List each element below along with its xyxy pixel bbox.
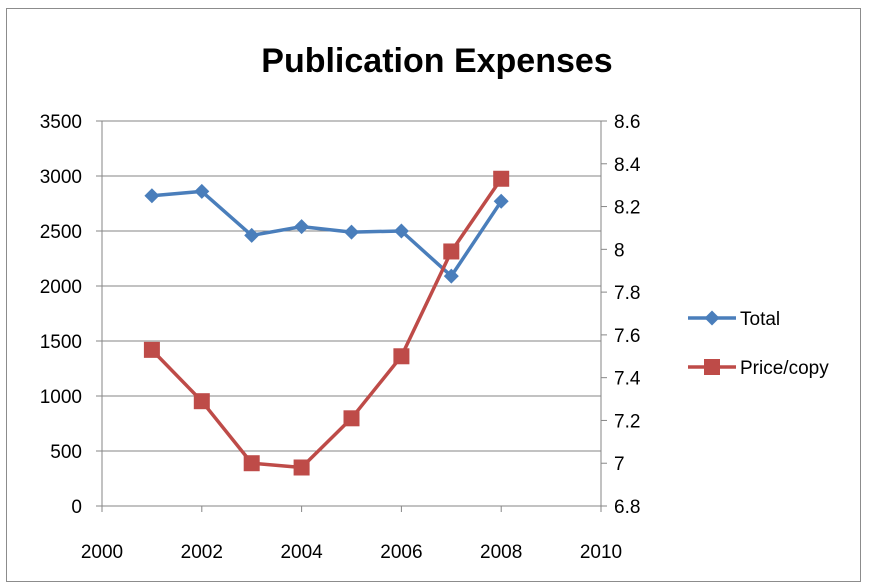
- y-tick-label: 2500: [40, 222, 82, 243]
- data-point: [393, 348, 410, 365]
- series-total: [144, 183, 509, 284]
- data-point: [343, 410, 360, 427]
- x-axis-ticks: 2000 2002 2004 2006 2008 2010: [81, 542, 622, 563]
- y2-tick-label: 8.2: [614, 198, 640, 219]
- series-price-copy: [143, 170, 510, 476]
- data-point: [344, 224, 359, 240]
- chart-title: Publication Expenses: [261, 42, 612, 80]
- axes: [96, 120, 607, 512]
- y2-tick-label: 6.8: [614, 497, 640, 518]
- x-tick-label: 2010: [580, 542, 622, 563]
- chart-frame: [6, 8, 861, 582]
- y2-tick-label: 7.4: [614, 369, 641, 390]
- data-point: [194, 183, 210, 199]
- y-tick-label: 1000: [40, 387, 82, 408]
- data-point: [294, 219, 310, 235]
- y2-tick-label: 7.2: [614, 411, 640, 432]
- y-tick-label: 1500: [40, 332, 82, 353]
- series-line: [150, 177, 503, 470]
- legend-label: Price/copy: [740, 358, 829, 379]
- y2-tick-label: 7.6: [614, 326, 640, 347]
- series-line: [151, 189, 503, 278]
- data-point: [144, 188, 160, 204]
- legend-label: Total: [740, 309, 780, 330]
- x-tick-label: 2000: [81, 542, 123, 563]
- legend-marker: [704, 310, 720, 326]
- series-layer: [143, 170, 510, 476]
- data-point: [193, 393, 210, 410]
- y-tick-label: 500: [50, 442, 82, 463]
- y2-tick-label: 8: [614, 240, 625, 261]
- y2-axis-ticks: 6.8 7 7.2 7.4 7.6 7.8 8 8.2 8.4 8.6: [614, 112, 641, 518]
- data-point: [443, 243, 460, 260]
- y2-tick-label: 8.4: [614, 155, 641, 176]
- data-point: [493, 193, 509, 209]
- y-tick-label: 3500: [40, 112, 82, 133]
- x-tick-label: 2004: [280, 542, 323, 563]
- legend: Total Price/copy: [688, 309, 829, 379]
- x-tick-label: 2006: [380, 542, 422, 563]
- gridlines: [102, 120, 601, 452]
- data-point: [393, 223, 409, 239]
- y-axis-ticks: 0 500 1000 1500 2000 2500 3000 3500: [40, 112, 82, 518]
- y-tick-label: 3000: [40, 167, 82, 188]
- legend-marker: [704, 359, 720, 375]
- y-tick-label: 0: [71, 497, 82, 518]
- data-point: [493, 170, 510, 187]
- x-tick-label: 2008: [480, 542, 522, 563]
- data-point: [443, 268, 459, 284]
- y2-tick-label: 7.8: [614, 283, 640, 304]
- y2-tick-label: 8.6: [614, 112, 640, 133]
- y2-tick-label: 7: [614, 454, 625, 475]
- x-tick-label: 2002: [181, 542, 223, 563]
- y-tick-label: 2000: [40, 277, 82, 298]
- data-point: [293, 459, 310, 476]
- data-point: [143, 341, 160, 358]
- data-point: [243, 455, 260, 472]
- data-point: [244, 227, 260, 243]
